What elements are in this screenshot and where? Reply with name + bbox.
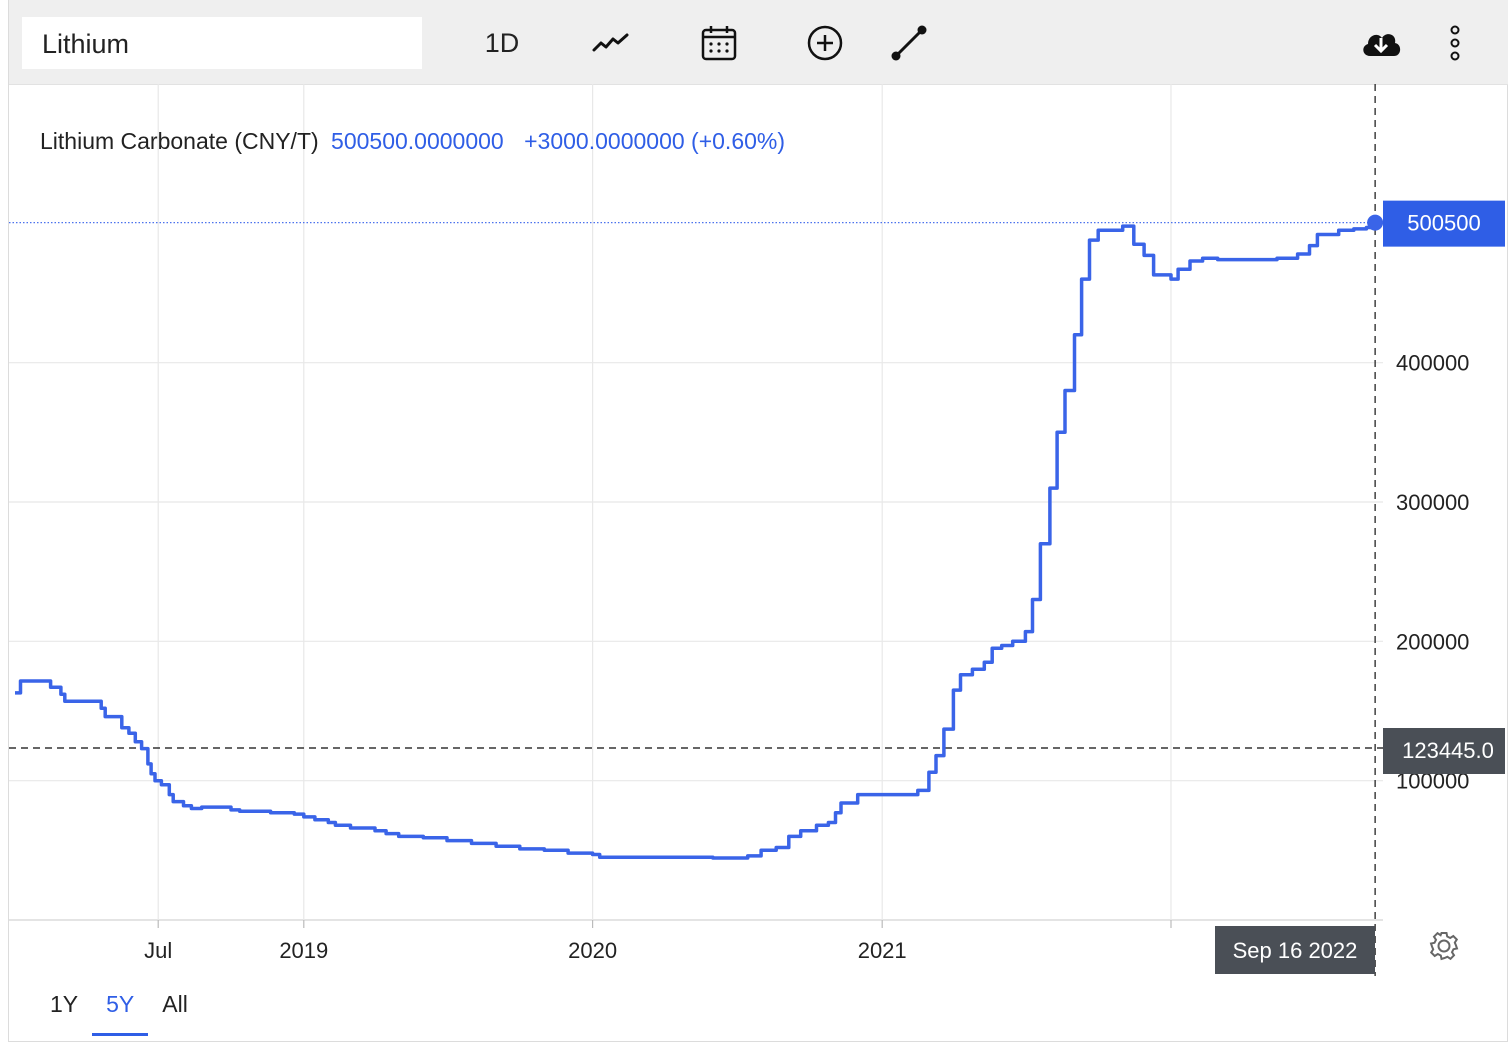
interval-button[interactable]: 1D [484, 27, 520, 58]
y-tick-label: 300000 [1396, 490, 1469, 515]
last-price-label: 500500 [1407, 211, 1480, 236]
x-tick-label: Jul [144, 938, 172, 963]
chart-grid [9, 84, 1383, 921]
more-vertical-icon[interactable] [1435, 20, 1475, 66]
crosshair-price-badge: 123445.0 [1383, 727, 1505, 774]
legend-series-name: Lithium Carbonate (CNY/T) [40, 128, 319, 154]
legend-change: +3000.0000000 (+0.60%) [524, 128, 785, 154]
crosshair-price-label: 123445.0 [1402, 738, 1494, 763]
range-selector: 1Y 5Y All [40, 988, 206, 1036]
symbol-search-input[interactable]: Lithium [22, 17, 422, 69]
crosshair-date-badge: Sep 16 2022 [1215, 926, 1375, 974]
legend: Lithium Carbonate (CNY/T) 500500.0000000… [40, 128, 785, 154]
y-tick-label: 200000 [1396, 629, 1469, 654]
add-circle-icon[interactable] [793, 20, 857, 66]
range-button-1y[interactable]: 1Y [50, 991, 79, 1017]
toolbar: Lithium 1D [9, 0, 1508, 85]
line-chart-icon[interactable] [579, 20, 643, 66]
draw-line-icon[interactable] [877, 20, 941, 66]
x-tick-label: 2019 [279, 938, 328, 963]
crosshair-date-label: Sep 16 2022 [1233, 938, 1358, 963]
legend-last-value: 500500.0000000 [331, 128, 504, 154]
gear-icon[interactable] [1426, 928, 1462, 964]
cloud-download-icon[interactable] [1349, 20, 1413, 66]
range-button-5y[interactable]: 5Y [92, 988, 149, 1036]
series-line [15, 222, 1377, 860]
last-point-marker [1367, 214, 1384, 231]
calendar-icon[interactable] [687, 20, 751, 66]
y-tick-label: 400000 [1396, 351, 1469, 376]
range-button-all[interactable]: All [162, 991, 188, 1017]
x-tick-label: 2021 [858, 938, 907, 963]
chart-frame [8, 0, 1508, 1042]
last-price-badge: 500500 [1383, 200, 1505, 247]
x-tick-label: 2020 [568, 938, 617, 963]
